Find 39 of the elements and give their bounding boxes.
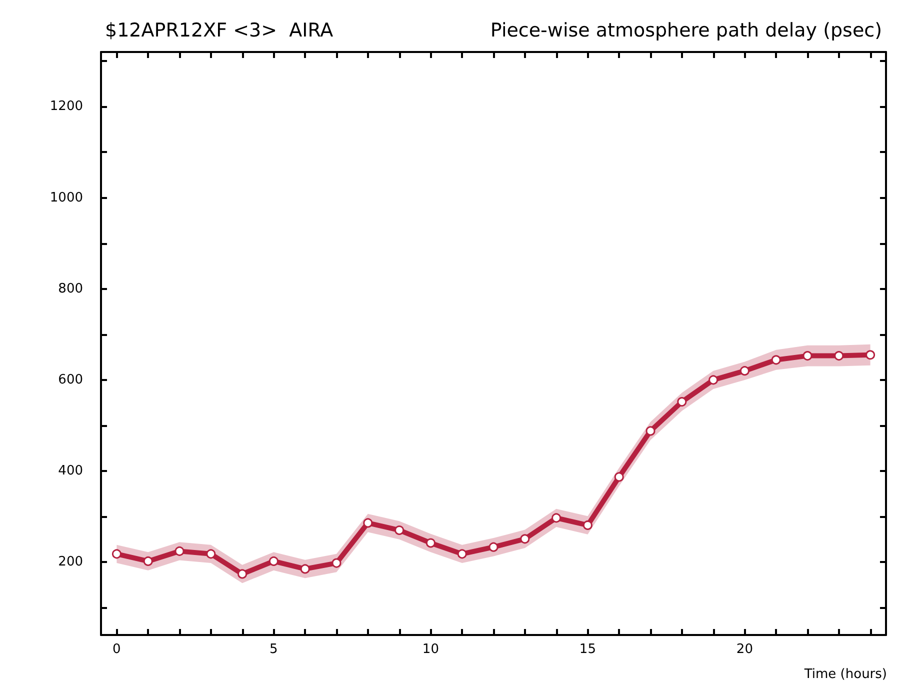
- point: [206, 549, 216, 559]
- point: [866, 350, 876, 360]
- point: [426, 538, 436, 548]
- point: [268, 556, 278, 566]
- x-tick-label: 10: [422, 642, 439, 657]
- point: [457, 549, 467, 559]
- point: [363, 518, 373, 528]
- point: [112, 549, 122, 559]
- point: [646, 426, 656, 436]
- point: [174, 546, 184, 556]
- point: [394, 525, 404, 535]
- x-tick-label: 0: [112, 642, 121, 657]
- point: [582, 520, 592, 530]
- point: [802, 351, 812, 361]
- x-axis-title: Time (hours): [803, 667, 887, 682]
- point: [520, 534, 530, 544]
- y-tick-label: 1000: [50, 190, 83, 206]
- point: [771, 355, 781, 365]
- x-tick-label: 15: [579, 642, 596, 657]
- point: [332, 558, 342, 568]
- chart-subtitle: Piece-wise atmosphere path delay (psec): [490, 20, 882, 42]
- y-tick-label: 400: [58, 464, 83, 479]
- x-tick-label: 20: [736, 642, 753, 657]
- point: [488, 542, 498, 552]
- y-tick-label: 800: [58, 281, 83, 296]
- point: [238, 569, 248, 579]
- point: [740, 366, 750, 376]
- point: [834, 351, 844, 361]
- y-tick-label: 1200: [50, 99, 83, 114]
- y-tick-label: 600: [58, 372, 83, 388]
- point: [677, 397, 687, 407]
- point: [143, 556, 153, 566]
- point: [300, 564, 310, 574]
- point: [708, 375, 718, 385]
- point: [614, 472, 624, 482]
- chart-title: $12APR12XF <3> AIRA: [105, 20, 334, 42]
- point: [552, 513, 562, 523]
- y-tick-label: 200: [58, 554, 83, 570]
- x-tick-label: 5: [270, 642, 278, 657]
